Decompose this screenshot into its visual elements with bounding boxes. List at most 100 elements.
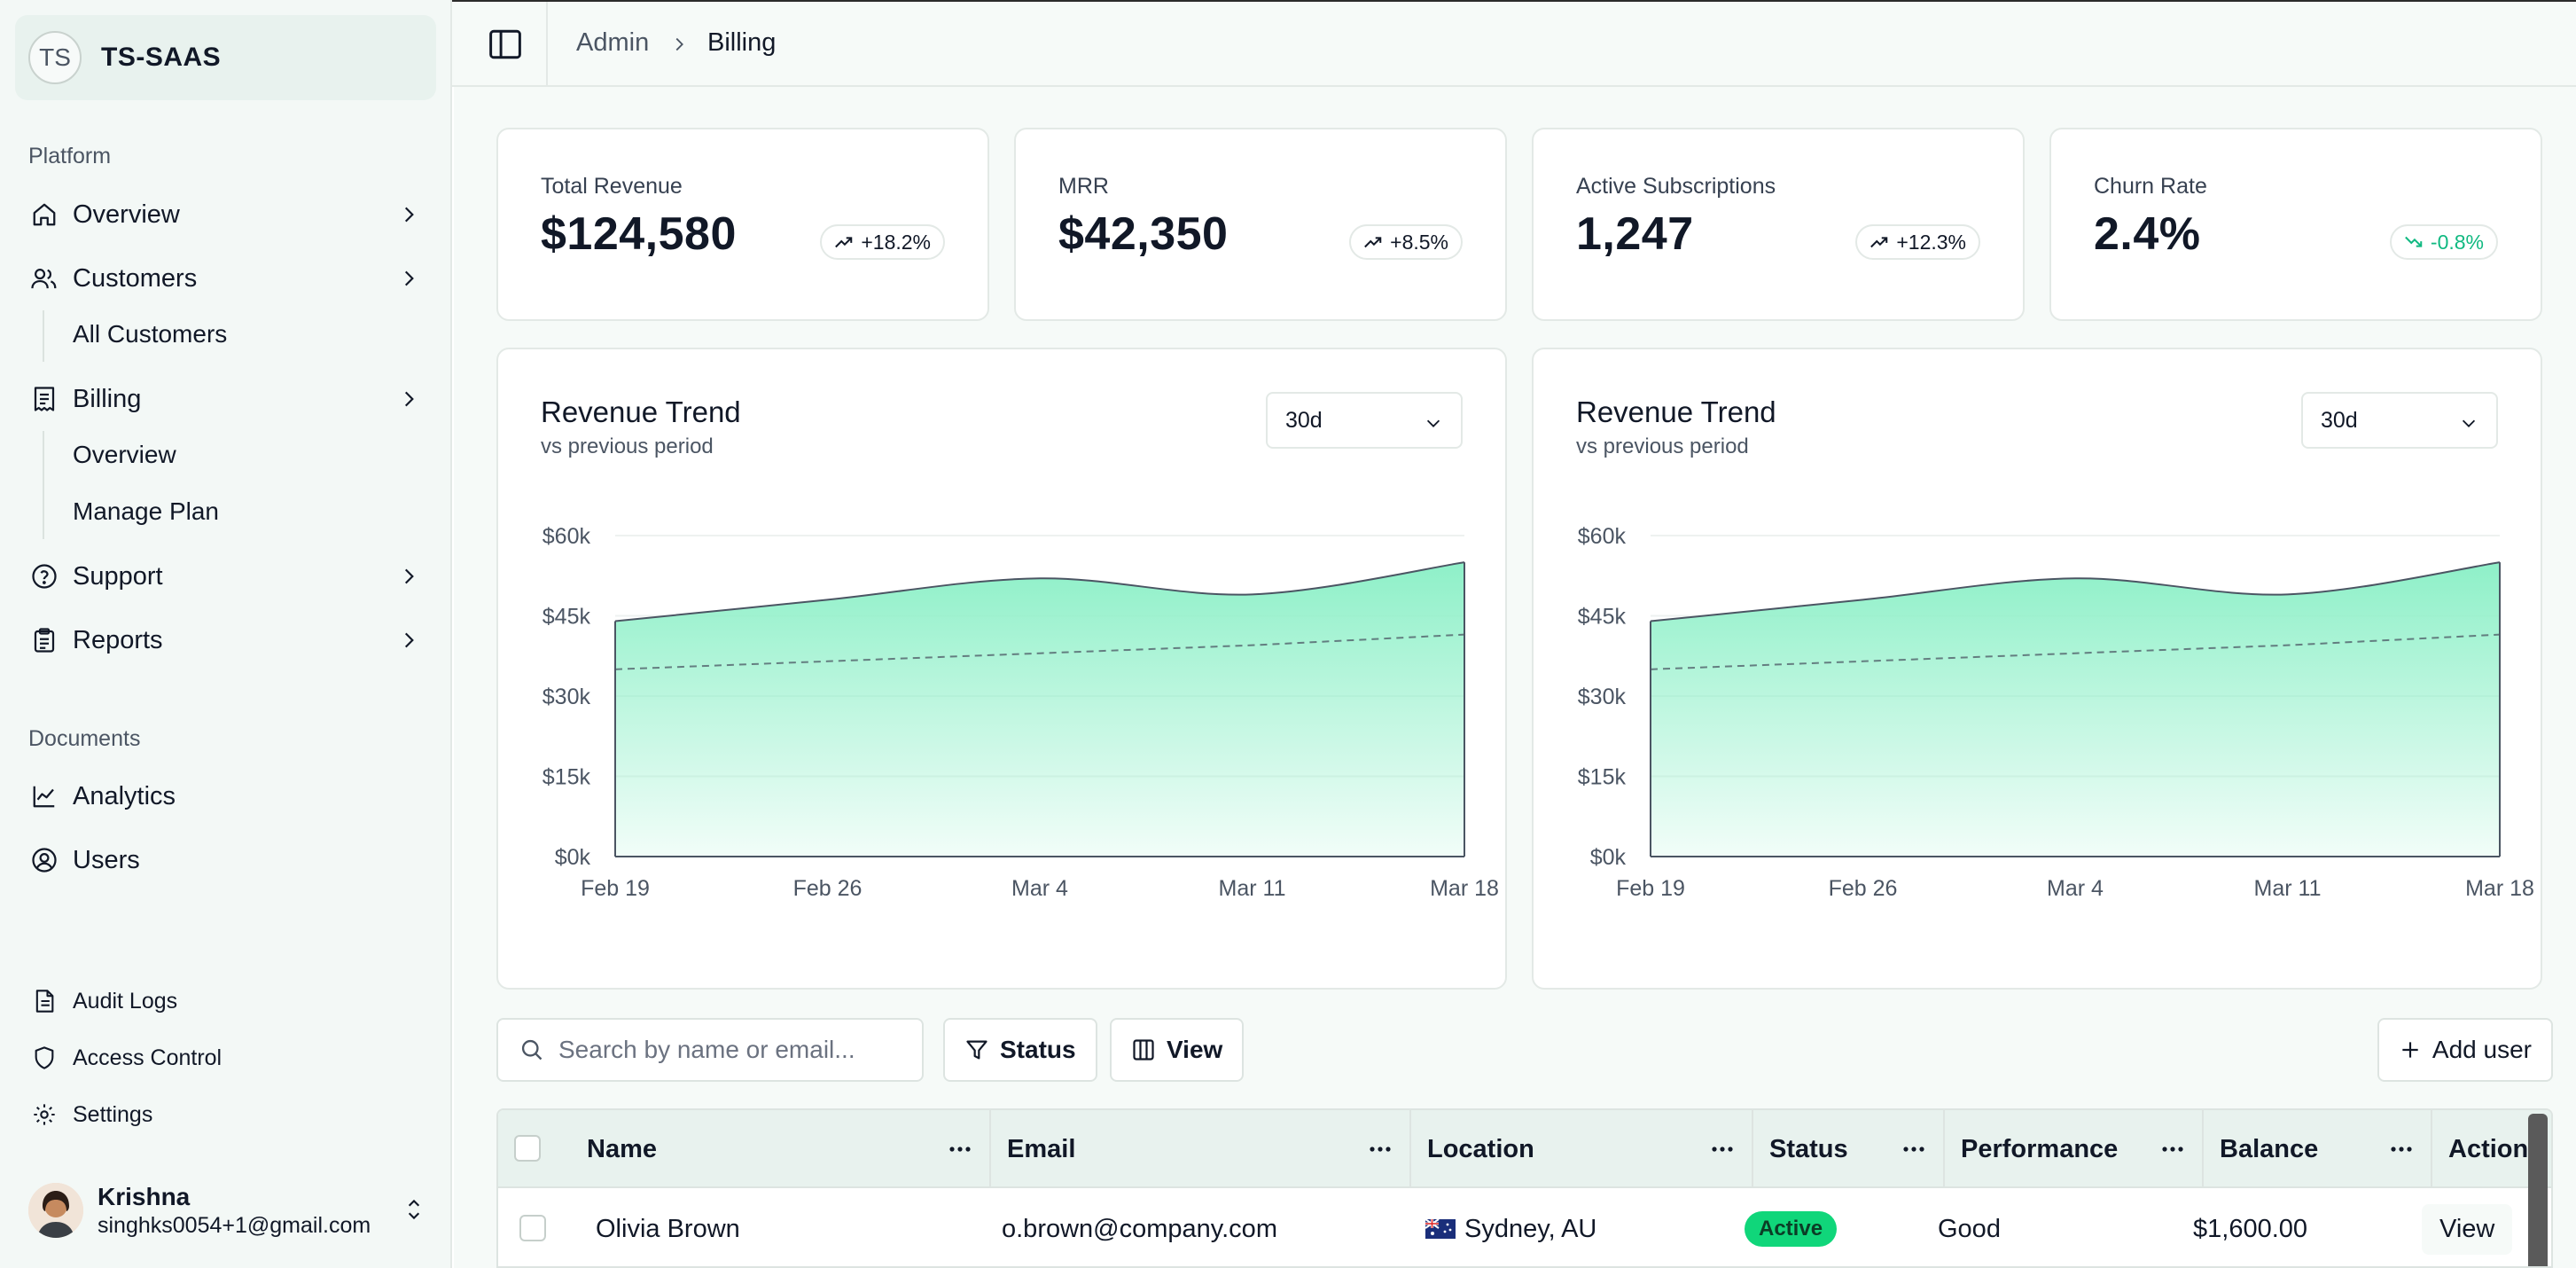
chevron-right-icon [404, 391, 414, 407]
topbar-divider [546, 2, 548, 87]
cell-status: Active [1745, 1188, 1838, 1266]
sidebar-item-users[interactable]: Users [15, 833, 436, 888]
search-box[interactable] [496, 1018, 924, 1082]
shield-icon [28, 1042, 60, 1074]
row-checkbox[interactable] [519, 1215, 546, 1241]
chevron-down-icon [2462, 419, 2476, 427]
sidebar-item-audit-logs[interactable]: Audit Logs [15, 974, 436, 1029]
receipt-icon [28, 383, 60, 415]
trending-up-icon [1870, 237, 1888, 248]
more-horizontal-icon[interactable] [2390, 1146, 2413, 1153]
chart-subtitle: vs previous period [1576, 434, 1749, 458]
more-horizontal-icon[interactable] [948, 1146, 972, 1153]
sidebar-item-billing[interactable]: Billing [15, 372, 436, 427]
y-tick-label: $60k [1578, 524, 1627, 549]
sidebar: TS TS-SAAS Platform Overview Customers A… [0, 0, 452, 1268]
column-header-email[interactable]: Email [991, 1110, 1411, 1188]
comparison-line [1650, 633, 2501, 670]
trend-value: +18.2% [861, 230, 931, 254]
column-header-status[interactable]: Status [1753, 1110, 1945, 1188]
stat-value: $42,350 [1058, 208, 1229, 260]
cell-balance: $1,600.00 [2193, 1214, 2308, 1243]
stat-card-active-subscriptions: Active Subscriptions 1,247 +12.3% [1532, 128, 2025, 321]
sidebar-item-label: Users [73, 845, 140, 874]
flag-au-icon [1425, 1219, 1456, 1239]
sidebar-item-support[interactable]: Support [15, 549, 436, 604]
status-filter-button[interactable]: Status [943, 1018, 1097, 1082]
column-header-location[interactable]: Location [1411, 1110, 1753, 1188]
breadcrumb-admin[interactable]: Admin [576, 28, 650, 57]
more-horizontal-icon[interactable] [1902, 1146, 1925, 1153]
sidebar-subitem-all-customers[interactable]: All Customers [73, 320, 228, 348]
trending-down-icon [2405, 236, 2423, 247]
table-row[interactable]: Olivia Brown o.brown@company.com Sydney,… [498, 1188, 2551, 1266]
x-tick-label: Feb 19 [1616, 876, 1685, 901]
search-input[interactable] [558, 1036, 904, 1064]
sidebar-item-label: Reports [73, 625, 163, 654]
brand-switcher[interactable]: TS TS-SAAS [15, 15, 436, 100]
chevron-right-icon [404, 207, 414, 223]
line-chart-icon [28, 780, 60, 812]
column-header-performance[interactable]: Performance [1945, 1110, 2204, 1188]
column-header-balance[interactable]: Balance [2204, 1110, 2432, 1188]
sidebar-item-analytics[interactable]: Analytics [15, 769, 436, 824]
view-row-button[interactable]: View [2422, 1203, 2513, 1255]
add-user-button[interactable]: Add user [2377, 1018, 2553, 1082]
more-horizontal-icon[interactable] [1369, 1146, 1392, 1153]
customers-table: Name Email Location Status Performance B… [496, 1108, 2553, 1268]
table-header: Name Email Location Status Performance B… [498, 1110, 2551, 1188]
comparison-line [614, 633, 1465, 670]
sidebar-subitem-billing-overview[interactable]: Overview [73, 441, 176, 468]
user-email: singhks0054+1@gmail.com [98, 1212, 371, 1238]
sidebar-subitem-manage-plan[interactable]: Manage Plan [73, 497, 220, 525]
x-tick-label: Feb 26 [1829, 876, 1898, 901]
table-scrollbar[interactable] [2528, 1114, 2548, 1266]
sidebar-toggle-icon[interactable] [488, 28, 523, 60]
x-tick-label: Mar 11 [1219, 876, 1286, 901]
area-fill [615, 562, 1464, 857]
sidebar-item-overview[interactable]: Overview [15, 187, 436, 242]
range-select[interactable]: 30d [1266, 392, 1463, 449]
stat-card-total-revenue: Total Revenue $124,580 +18.2% [496, 128, 989, 321]
status-badge: Active [1745, 1211, 1838, 1247]
stat-value: 2.4% [2094, 208, 2201, 260]
sidebar-item-customers[interactable]: Customers [15, 251, 436, 306]
chevron-right-icon [404, 632, 414, 648]
y-tick-label: $15k [543, 765, 591, 790]
column-header-label: Location [1427, 1134, 1534, 1163]
column-header-name[interactable]: Name [571, 1110, 991, 1188]
series-line [614, 561, 1465, 622]
trending-up-icon [835, 237, 853, 248]
sidebar-item-settings[interactable]: Settings [15, 1087, 436, 1142]
sidebar-item-label: Support [73, 561, 163, 591]
sidebar-item-reports[interactable]: Reports [15, 613, 436, 668]
stat-card-mrr: MRR $42,350 +8.5% [1014, 128, 1507, 321]
select-all-checkbox[interactable] [514, 1135, 541, 1162]
range-select[interactable]: 30d [2301, 392, 2498, 449]
column-header-label: Status [1769, 1134, 1848, 1163]
sidebar-item-access-control[interactable]: Access Control [15, 1030, 436, 1085]
x-tick-label: Feb 26 [793, 876, 863, 901]
trend-value: +12.3% [1896, 230, 1966, 254]
help-circle-icon [28, 560, 60, 592]
user-menu[interactable]: Krishna singhks0054+1@gmail.com [15, 1166, 436, 1255]
filter-icon [966, 1040, 987, 1060]
section-label-documents: Documents [28, 726, 141, 751]
chevron-right-icon [404, 270, 414, 286]
stat-card-churn-rate: Churn Rate 2.4% -0.8% [2049, 128, 2542, 321]
more-horizontal-icon[interactable] [1711, 1146, 1734, 1153]
chevrons-up-down-icon [408, 1199, 420, 1220]
cell-location-text: Sydney, AU [1464, 1214, 1597, 1243]
trending-up-icon [1364, 237, 1382, 248]
submenu-line [43, 431, 44, 539]
stat-value: $124,580 [541, 208, 737, 260]
x-tick-label: Mar 18 [2465, 876, 2534, 901]
more-horizontal-icon[interactable] [2161, 1146, 2184, 1153]
search-icon [521, 1039, 543, 1061]
sidebar-item-label: Audit Logs [73, 988, 178, 1014]
stat-label: Total Revenue [541, 174, 683, 199]
view-columns-button[interactable]: View [1110, 1018, 1245, 1082]
chevron-right-icon [404, 568, 414, 584]
trend-badge: +18.2% [820, 224, 945, 260]
breadcrumb-current: Billing [707, 28, 777, 57]
